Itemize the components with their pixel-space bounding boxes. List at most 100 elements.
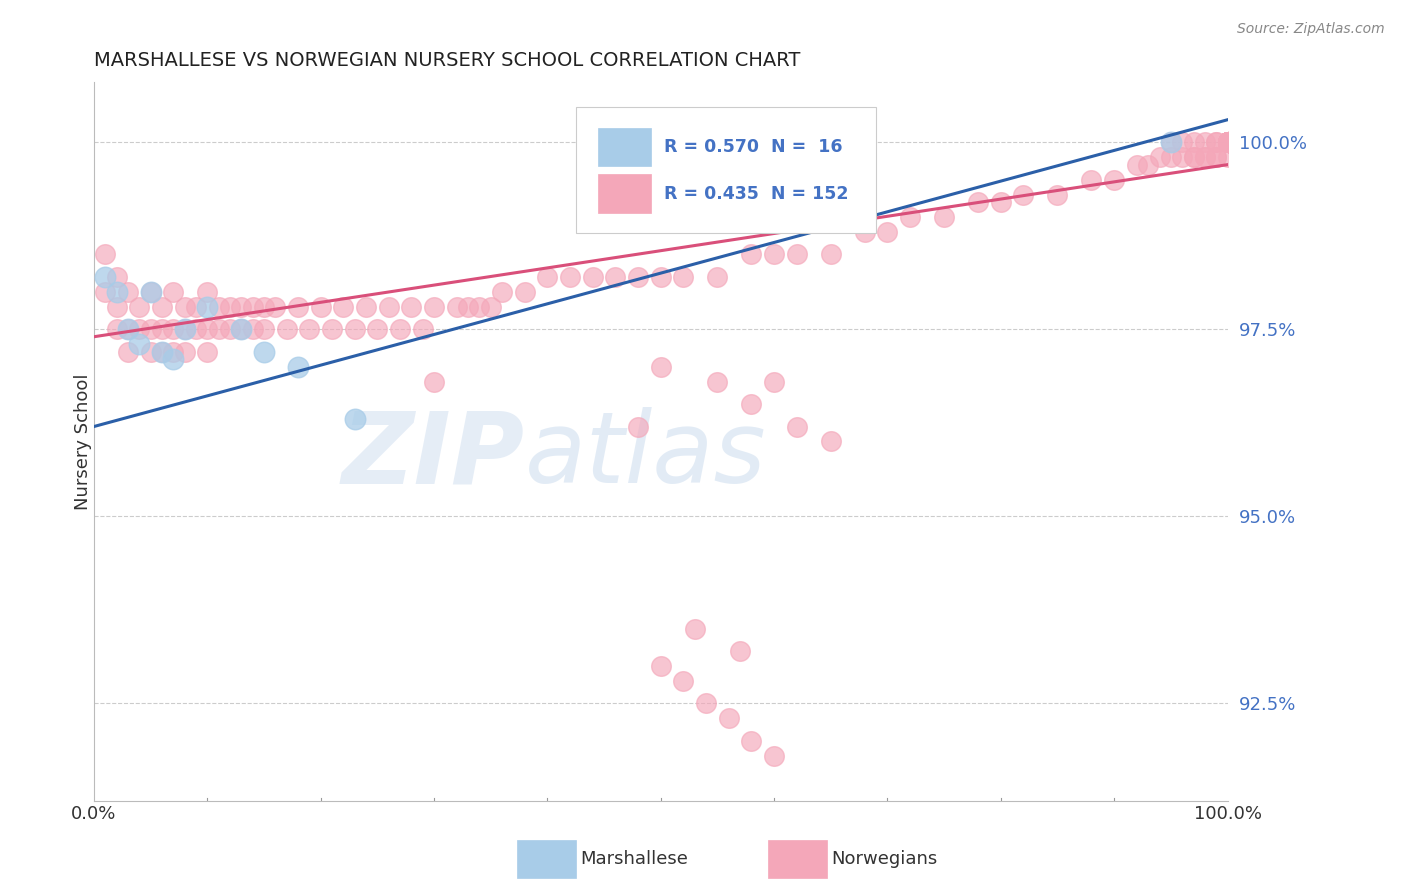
Text: Source: ZipAtlas.com: Source: ZipAtlas.com (1237, 22, 1385, 37)
Point (1171, 150, 1194, 164)
Point (332, 300, 354, 314)
Point (1216, 135, 1239, 149)
Point (343, 322, 366, 336)
Point (184, 322, 207, 336)
Point (105, 269, 128, 284)
Point (1137, 158, 1160, 172)
Point (139, 344, 162, 359)
Point (343, 412, 366, 426)
Point (94, 285, 117, 299)
Point (309, 300, 332, 314)
Point (1216, 135, 1239, 149)
Point (150, 344, 173, 359)
Point (1216, 135, 1239, 149)
Point (593, 150, 616, 164)
Point (117, 344, 139, 359)
Point (558, 269, 581, 284)
Point (253, 300, 276, 314)
Point (423, 375, 446, 389)
Point (1194, 150, 1216, 164)
Point (139, 285, 162, 299)
Point (717, 711, 740, 725)
Point (479, 300, 502, 314)
Point (650, 659, 672, 673)
Point (740, 733, 762, 747)
Point (287, 300, 309, 314)
Point (1216, 135, 1239, 149)
Point (195, 300, 218, 314)
Point (117, 322, 139, 336)
Point (1216, 135, 1239, 149)
Text: R = 0.435  N = 152: R = 0.435 N = 152 (664, 185, 849, 202)
Point (1216, 135, 1239, 149)
Point (1182, 150, 1205, 164)
Point (354, 300, 377, 314)
Point (1216, 135, 1239, 149)
Point (1160, 135, 1182, 149)
Point (1182, 135, 1205, 149)
Point (1216, 135, 1239, 149)
Point (150, 344, 173, 359)
Point (173, 322, 195, 336)
Point (1216, 135, 1239, 149)
Point (1216, 135, 1239, 149)
Point (1160, 135, 1182, 149)
Point (446, 300, 468, 314)
Point (321, 322, 343, 336)
Point (1216, 135, 1239, 149)
Point (219, 322, 242, 336)
Point (173, 344, 195, 359)
Point (1216, 135, 1239, 149)
Point (219, 300, 242, 314)
Point (1182, 150, 1205, 164)
Point (1216, 135, 1239, 149)
Point (195, 322, 218, 336)
Point (1160, 150, 1182, 164)
FancyBboxPatch shape (575, 108, 876, 233)
Point (1216, 135, 1239, 149)
Point (967, 195, 990, 210)
Point (1216, 135, 1239, 149)
Point (1194, 135, 1216, 149)
Point (105, 300, 128, 314)
Point (195, 344, 218, 359)
Text: Norwegians: Norwegians (831, 850, 938, 868)
Point (582, 269, 605, 284)
Point (1216, 135, 1239, 149)
Point (627, 269, 650, 284)
Point (377, 300, 399, 314)
Point (105, 322, 128, 336)
Point (242, 322, 264, 336)
Point (1171, 135, 1194, 149)
Point (1205, 150, 1227, 164)
Point (1216, 135, 1239, 149)
Point (763, 748, 786, 763)
Point (1216, 135, 1239, 149)
Point (672, 673, 695, 688)
Point (820, 247, 842, 261)
Point (853, 225, 876, 239)
Point (231, 300, 253, 314)
Point (184, 300, 207, 314)
Text: ZIP: ZIP (342, 408, 524, 504)
Point (195, 285, 218, 299)
Point (412, 322, 434, 336)
Point (1216, 135, 1239, 149)
Point (990, 195, 1012, 210)
Point (150, 322, 173, 336)
Point (513, 285, 536, 299)
Point (1205, 150, 1227, 164)
Point (231, 322, 253, 336)
Text: Marshallese: Marshallese (581, 850, 689, 868)
Point (128, 300, 150, 314)
Point (105, 285, 128, 299)
Point (298, 322, 321, 336)
Point (740, 247, 762, 261)
Point (1216, 135, 1239, 149)
Point (423, 300, 446, 314)
Point (1216, 135, 1239, 149)
Point (162, 322, 184, 336)
Point (491, 285, 513, 299)
Point (117, 285, 139, 299)
Point (468, 300, 491, 314)
